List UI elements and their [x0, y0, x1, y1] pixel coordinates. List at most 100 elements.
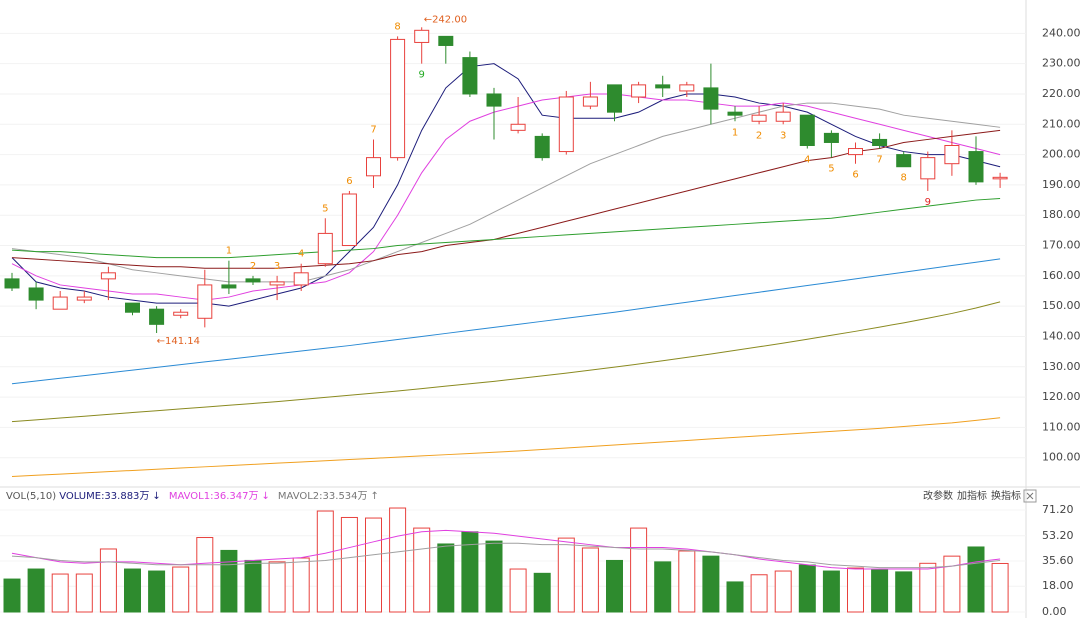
moving-average-line: [11, 102, 1001, 283]
candle-body: [245, 278, 261, 283]
y-tick-label: 180.00: [1042, 208, 1080, 221]
moving-average-line: [11, 301, 1001, 423]
indicator-button[interactable]: 加指标: [957, 489, 987, 502]
y-tick-label: 160.00: [1042, 269, 1080, 282]
volume-bar: [340, 516, 358, 613]
volume-bar: [124, 568, 141, 613]
volume-header-text: ↓: [152, 491, 160, 502]
volume-header-text: VOLUME:33.883万: [59, 491, 149, 502]
volume-header-text: VOL(5,10): [6, 491, 56, 502]
volume-header-text: ↓: [261, 491, 269, 502]
y-tick-label: 150.00: [1042, 299, 1080, 312]
candle-body: [221, 284, 237, 289]
candle-body: [727, 111, 743, 116]
candle-body: [558, 96, 574, 153]
y-tick-label: 100.00: [1042, 451, 1080, 464]
indicator-button[interactable]: 改参数: [923, 489, 953, 502]
y-tick-label: 170.00: [1042, 239, 1080, 252]
volume-bar: [557, 537, 575, 613]
td-count-label: 7: [370, 124, 376, 135]
volume-bar: [75, 573, 93, 613]
volume-bar: [822, 570, 840, 613]
volume-bar: [485, 540, 503, 613]
candle-body: [462, 57, 478, 95]
td-count-label: 5: [828, 164, 834, 175]
volume-bar: [99, 548, 117, 613]
candle-body: [76, 296, 92, 301]
volume-bar: [678, 550, 696, 613]
close-icon: [1026, 492, 1034, 500]
y-tick-label: 35.60: [1042, 554, 1074, 567]
candle-body: [775, 111, 791, 122]
candle-body: [510, 123, 526, 131]
td-count-label: 4: [298, 249, 304, 260]
candle-body: [703, 87, 719, 110]
candle-body: [438, 35, 454, 46]
volume-bar: [389, 507, 407, 613]
td-count-label: 1: [732, 127, 738, 138]
volume-bar: [798, 564, 816, 613]
candle-body: [486, 93, 502, 107]
volume-header-text: ↑: [371, 491, 379, 502]
volume-bar: [27, 568, 45, 613]
candle-body: [125, 302, 140, 313]
volume-bar: [967, 546, 985, 613]
volume-bar: [292, 557, 310, 613]
candle-body: [390, 38, 406, 159]
volume-header-text: MAVOL2:33.534万: [278, 491, 368, 502]
volume-bar: [702, 555, 720, 613]
candle-body: [28, 287, 44, 301]
td-count-label: 3: [780, 130, 786, 141]
close-button[interactable]: [1023, 489, 1037, 503]
td-count-label: 4: [804, 155, 810, 166]
moving-average-line: [11, 93, 1001, 301]
candle-body: [197, 284, 213, 319]
moving-average-line: [11, 417, 1001, 478]
y-tick-label: 140.00: [1042, 329, 1080, 342]
moving-average-line: [11, 198, 1001, 259]
y-tick-label: 53.20: [1042, 529, 1074, 542]
candle-body: [799, 114, 815, 146]
y-tick-label: 200.00: [1042, 148, 1080, 161]
td-count-label: 8: [901, 173, 907, 184]
volume-bar: [871, 569, 889, 613]
candle-body: [317, 232, 333, 265]
volume-bar: [919, 562, 937, 613]
volume-bar: [943, 555, 961, 613]
volume-bar: [895, 571, 913, 613]
volume-bar: [172, 566, 190, 613]
candle-body: [655, 84, 671, 89]
candle-body: [341, 193, 357, 247]
volume-bar: [991, 562, 1009, 613]
candle-body: [100, 272, 116, 280]
y-tick-label: 240.00: [1042, 26, 1080, 39]
candle-body: [4, 278, 20, 289]
y-tick-label: 71.20: [1042, 503, 1074, 516]
candle-body: [607, 84, 622, 113]
price-annotation: ←242.00: [424, 14, 467, 25]
volume-bar: [654, 561, 672, 613]
candle-body: [944, 145, 960, 165]
volume-bar: [316, 510, 334, 613]
candle-body: [968, 151, 984, 183]
td-count-label: 7: [876, 155, 882, 166]
td-count-label: 2: [250, 261, 256, 272]
y-tick-label: 120.00: [1042, 390, 1080, 403]
y-tick-label: 130.00: [1042, 360, 1080, 373]
indicator-button[interactable]: 换指标: [991, 489, 1021, 502]
y-tick-label: 110.00: [1042, 420, 1080, 433]
volume-bar: [750, 574, 768, 613]
moving-average-line: [11, 63, 1001, 307]
volume-bar: [581, 547, 599, 613]
td-count-label: 1: [226, 246, 232, 257]
candle-body: [149, 308, 165, 325]
volume-bar: [847, 567, 864, 613]
volume-bar: [630, 527, 648, 613]
volume-bar: [196, 537, 214, 613]
volume-bar: [244, 559, 262, 613]
candle-body: [872, 138, 888, 146]
volume-bar: [3, 578, 21, 613]
td-count-label: 9: [419, 70, 425, 81]
